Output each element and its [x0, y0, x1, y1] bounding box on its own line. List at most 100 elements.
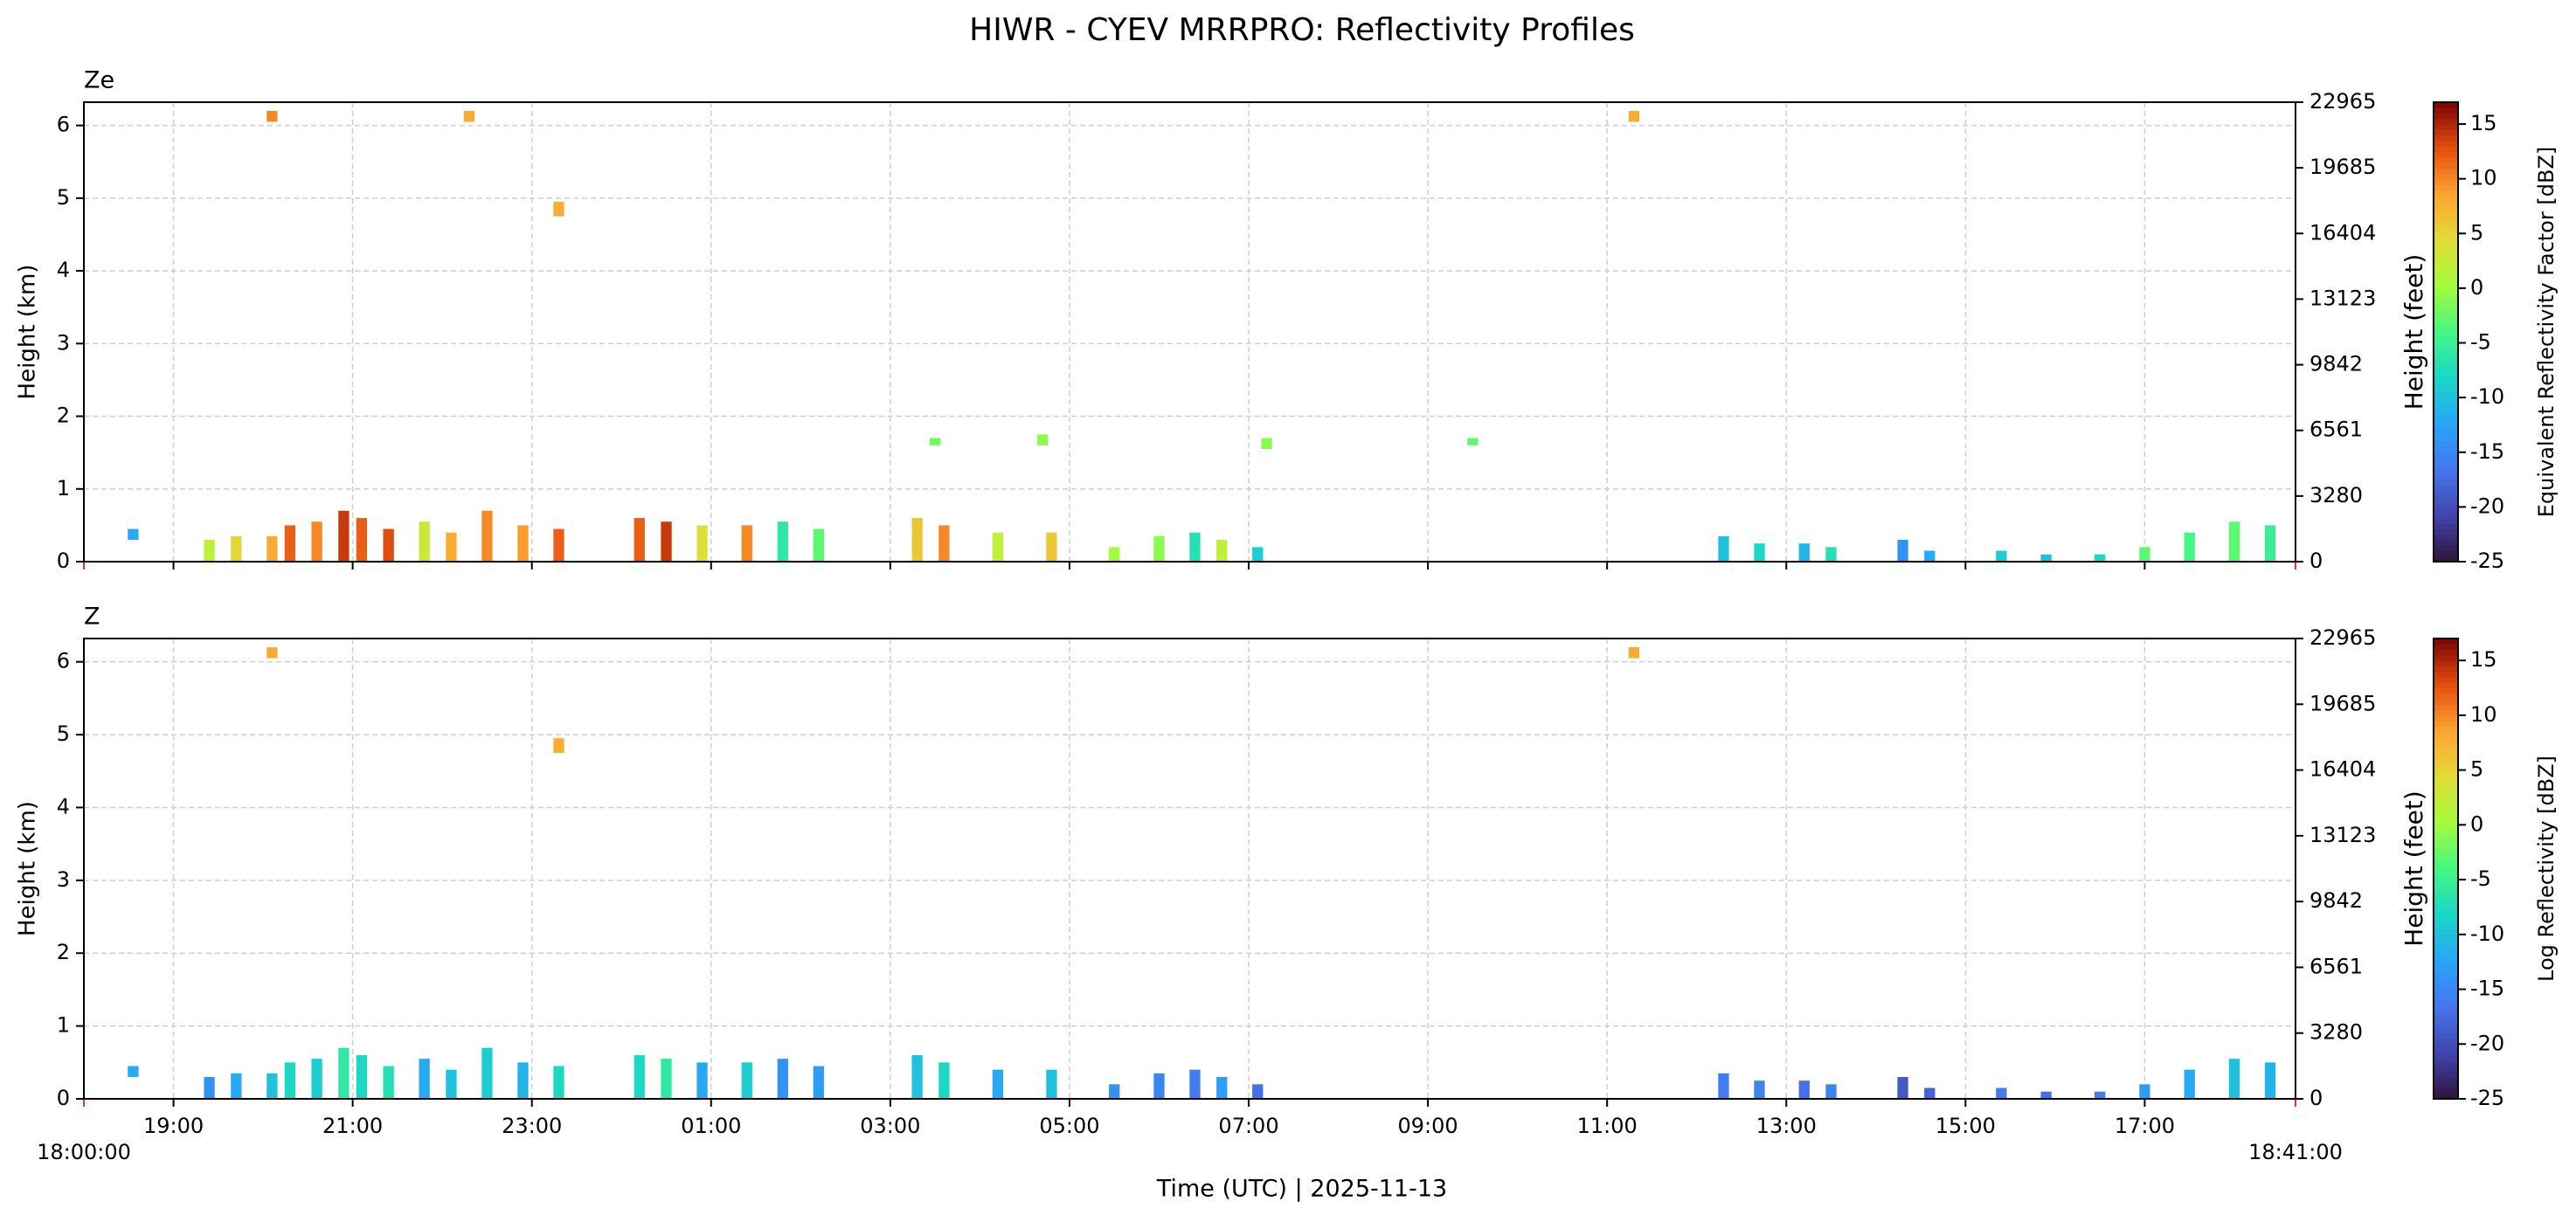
colorbar-swatch: [2434, 726, 2458, 733]
y2-tick-label: 22965: [2309, 625, 2376, 650]
echo-cell: [284, 1062, 295, 1099]
colorbar-swatch: [2434, 873, 2458, 880]
colorbar-swatch: [2434, 682, 2458, 689]
colorbar-swatch: [2434, 813, 2458, 820]
colorbar-swatch: [2434, 1087, 2458, 1094]
colorbar-swatch: [2434, 228, 2458, 234]
echo-cell: [813, 1066, 824, 1099]
y2-tick-label: 0: [2309, 1086, 2323, 1110]
colorbar-swatch: [2434, 364, 2458, 371]
y2-tick-label: 0: [2309, 549, 2323, 573]
y2-tick-label: 3280: [2309, 483, 2363, 507]
colorbar-swatch: [2434, 764, 2458, 771]
colorbar-swatch: [2434, 671, 2458, 678]
echo-cell: [553, 202, 564, 217]
colorbar-swatch: [2434, 490, 2458, 497]
colorbar-tick-label: -20: [2470, 494, 2504, 518]
colorbar-tick-label: -15: [2470, 977, 2504, 1001]
echo-cell: [419, 521, 430, 562]
colorbar-swatch: [2434, 287, 2458, 294]
echo-cell: [1996, 550, 2007, 562]
echo-cell: [311, 1059, 322, 1099]
colorbar-swatch: [2434, 967, 2458, 974]
colorbar-swatch: [2434, 709, 2458, 716]
colorbar-swatch: [2434, 386, 2458, 393]
echo-cell: [777, 521, 788, 562]
colorbar-swatch: [2434, 1044, 2458, 1051]
x-tick-label: 01:00: [681, 1114, 741, 1138]
colorbar-swatch: [2434, 539, 2458, 546]
echo-cell: [1897, 540, 1908, 562]
echo-cell: [696, 525, 708, 562]
colorbar-tick-label: 10: [2470, 702, 2497, 727]
colorbar-swatch: [2434, 507, 2458, 514]
colorbar-swatch: [2434, 863, 2458, 870]
colorbar-swatch: [2434, 880, 2458, 886]
colorbar-swatch: [2434, 644, 2458, 651]
echo-cell: [419, 1059, 430, 1099]
colorbar-swatch: [2434, 282, 2458, 289]
colorbar-swatch: [2434, 244, 2458, 251]
colorbar-swatch: [2434, 704, 2458, 711]
colorbar-swatch: [2434, 217, 2458, 224]
colorbar-swatch: [2434, 923, 2458, 930]
colorbar-swatch: [2434, 391, 2458, 398]
colorbar-tick-label: -15: [2470, 439, 2504, 464]
colorbar-label: Equivalent Reflectivity Factor [dBZ]: [2534, 147, 2559, 517]
echo-cell: [553, 1066, 564, 1099]
echo-cell: [2264, 525, 2276, 562]
echo-cell: [338, 510, 350, 562]
colorbar-swatch: [2434, 791, 2458, 798]
colorbar-swatch: [2434, 151, 2458, 158]
colorbar-swatch: [2434, 135, 2458, 142]
colorbar-label: Log Reflectivity [dBZ]: [2534, 756, 2559, 982]
y-tick-label: 5: [57, 185, 70, 210]
echo-cell: [463, 110, 475, 122]
y-tick-label: 0: [57, 1086, 70, 1110]
echo-cell: [2095, 554, 2106, 562]
echo-cell: [204, 540, 215, 562]
colorbar-swatch: [2434, 901, 2458, 908]
colorbar-swatch: [2434, 266, 2458, 273]
colorbar-swatch: [2434, 654, 2458, 661]
colorbar-swatch: [2434, 545, 2458, 552]
colorbar-swatch: [2434, 972, 2458, 979]
colorbar-swatch: [2434, 929, 2458, 935]
echo-cell: [929, 438, 941, 445]
colorbar-swatch: [2434, 238, 2458, 245]
y-tick-label: 6: [57, 649, 70, 673]
echo-cell: [1754, 1080, 1765, 1099]
colorbar-swatch: [2434, 940, 2458, 946]
echo-cell: [661, 1059, 672, 1099]
colorbar-swatch: [2434, 446, 2458, 453]
colorbar-swatch: [2434, 1011, 2458, 1018]
colorbar-swatch: [2434, 934, 2458, 941]
colorbar-swatch: [2434, 857, 2458, 864]
echo-cell: [1109, 547, 1120, 562]
x-tick-label: 15:00: [1935, 1114, 1996, 1138]
echo-cell: [356, 518, 368, 562]
colorbar-swatch: [2434, 693, 2458, 700]
colorbar-swatch: [2434, 666, 2458, 673]
echo-cell: [741, 525, 752, 562]
colorbar-swatch: [2434, 332, 2458, 338]
colorbar-swatch: [2434, 912, 2458, 919]
echo-cell: [2139, 547, 2150, 562]
colorbar-swatch: [2434, 480, 2458, 486]
echo-cell: [1798, 1080, 1810, 1099]
colorbar-swatch: [2434, 649, 2458, 656]
colorbar-swatch: [2434, 556, 2458, 563]
colorbar-swatch: [2434, 1066, 2458, 1073]
echo-cell: [1825, 547, 1837, 562]
colorbar-swatch: [2434, 425, 2458, 431]
colorbar-swatch: [2434, 205, 2458, 212]
echo-cell: [634, 518, 645, 562]
colorbar-swatch: [2434, 742, 2458, 749]
colorbar-tick-label: 15: [2470, 647, 2497, 672]
colorbar-swatch: [2434, 945, 2458, 952]
colorbar-tick-label: -25: [2470, 1086, 2504, 1110]
colorbar-swatch: [2434, 156, 2458, 163]
x-tick-label: 18:41:00: [2248, 1140, 2343, 1164]
colorbar-swatch: [2434, 534, 2458, 541]
colorbar-swatch: [2434, 348, 2458, 355]
